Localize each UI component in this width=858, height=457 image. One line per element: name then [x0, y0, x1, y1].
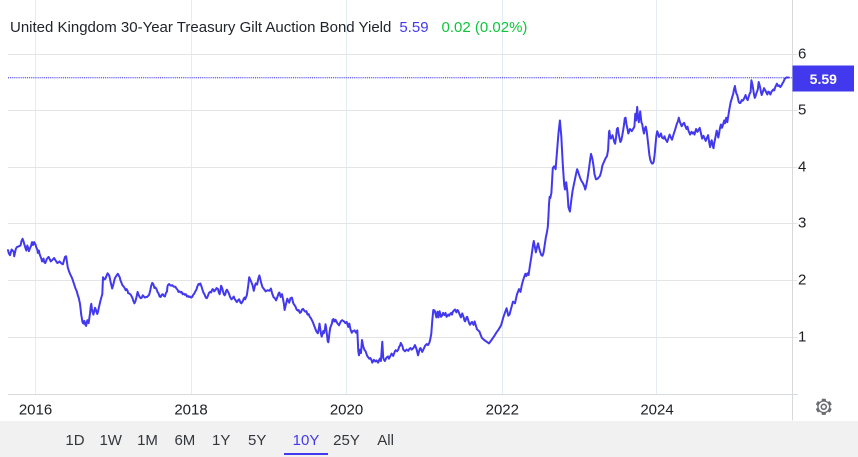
svg-text:5: 5 — [798, 102, 806, 119]
svg-text:2020: 2020 — [330, 401, 363, 418]
svg-text:5.59: 5.59 — [810, 71, 837, 87]
svg-text:2: 2 — [798, 272, 806, 289]
svg-text:1: 1 — [798, 329, 806, 346]
svg-text:2018: 2018 — [174, 401, 207, 418]
svg-text:2016: 2016 — [19, 401, 52, 418]
svg-text:2024: 2024 — [640, 401, 673, 418]
svg-text:6: 6 — [798, 46, 806, 63]
svg-text:4: 4 — [798, 159, 806, 176]
svg-text:3: 3 — [798, 215, 806, 232]
svg-text:2022: 2022 — [486, 401, 519, 418]
